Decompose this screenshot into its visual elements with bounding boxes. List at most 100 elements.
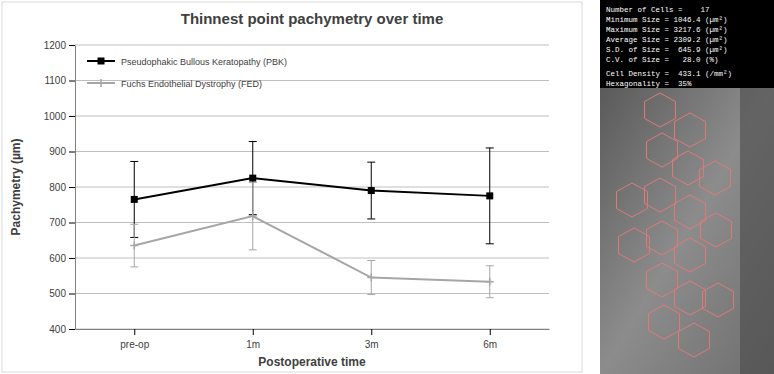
grid-line — [75, 329, 549, 330]
series — [130, 182, 494, 297]
y-tick: 1100 — [44, 75, 75, 86]
panel-text: Average Size = 2309.2 (µm²) — [606, 36, 728, 44]
marker — [249, 175, 256, 182]
x-tick: 3m — [365, 329, 379, 350]
cell-outline — [619, 228, 650, 262]
y-tick-mark — [69, 152, 75, 153]
panel-text: Maximum Size = 3217.6 (µm²) — [606, 26, 728, 34]
marker — [130, 242, 138, 250]
y-tick: 900 — [49, 146, 75, 157]
y-tick-label: 500 — [49, 288, 66, 299]
y-tick-label: 700 — [49, 217, 66, 228]
cell-outline — [701, 213, 732, 247]
x-tick: 6m — [483, 329, 497, 350]
error-bar — [367, 260, 375, 294]
cell-outline — [645, 93, 676, 127]
y-tick: 600 — [49, 253, 75, 264]
cell-outline — [645, 178, 676, 212]
grid-line — [75, 187, 549, 188]
marker — [367, 274, 375, 282]
error-bar — [130, 224, 138, 267]
y-tick-label: 1000 — [44, 111, 67, 122]
cell-outline — [673, 151, 704, 185]
marker — [486, 192, 493, 199]
x-tick-label: 6m — [483, 339, 497, 350]
y-tick-mark — [69, 187, 75, 188]
x-axis: pre-op 1m 3m 6m — [76, 329, 550, 350]
y-tick: 1200 — [44, 40, 75, 51]
y-tick-label: 800 — [49, 182, 66, 193]
marker — [368, 187, 375, 194]
y-tick: 1000 — [44, 111, 75, 122]
legend-marker — [97, 79, 105, 87]
x-axis-title: Postoperative time — [258, 355, 366, 369]
chart-background — [2, 2, 582, 372]
legend-label: Fuchs Endothelial Dystrophy (FED) — [121, 79, 262, 89]
chart-title: Thinnest point pachymetry over time — [181, 10, 444, 27]
x-tick-mark — [371, 329, 372, 335]
panel-text: C.V. of Size = 28.0 (%) — [606, 56, 719, 64]
error-bar — [367, 162, 375, 219]
y-tick-label: 900 — [49, 146, 66, 157]
x-tick: 1m — [246, 329, 260, 350]
image-dark-edge — [740, 88, 774, 374]
y-axis: 400 500 600 700 800 900 1000 1100 1200 — [44, 40, 76, 335]
cell-outline — [649, 305, 680, 339]
series-line — [134, 216, 490, 282]
x-axis-line — [76, 329, 550, 330]
y-tick-label: 600 — [49, 253, 66, 264]
cell-outline — [647, 221, 678, 255]
y-axis-line — [75, 46, 76, 330]
panel-header — [600, 0, 774, 88]
x-tick: pre-op — [120, 329, 149, 350]
x-tick-label: 3m — [365, 339, 379, 350]
series — [130, 142, 494, 244]
legend-label: Pseudophakic Bullous Keratopathy (PBK) — [121, 57, 287, 67]
specular-panel: Number of Cells = 17 Minimum Size = 1046.… — [600, 0, 774, 374]
x-tick-mark — [490, 329, 491, 335]
panel-text: S.D. of Size = 645.9 (µm²) — [606, 46, 728, 54]
x-tick-label: pre-op — [120, 339, 149, 350]
y-tick: 500 — [49, 288, 75, 299]
y-tick-label: 1100 — [44, 75, 66, 86]
y-tick-mark — [69, 329, 75, 330]
grid-line — [75, 116, 549, 117]
y-tick: 800 — [49, 182, 75, 193]
y-tick-mark — [69, 294, 75, 295]
panel-text: Minimum Size = 1046.4 (µm²) — [606, 16, 728, 24]
plot: 400 500 600 700 800 900 1000 1100 1200 pre-op 1m 3m… — [44, 40, 550, 350]
marker — [486, 278, 494, 286]
grid-line — [75, 222, 549, 223]
y-tick-label: 400 — [49, 324, 66, 335]
cell-outline — [679, 323, 710, 357]
panel-text: Hexagonality = 35% — [606, 80, 692, 88]
y-tick-mark — [69, 81, 75, 82]
error-bar — [486, 266, 494, 298]
panel-text: Number of Cells = 17 — [606, 6, 710, 14]
grid-line — [75, 45, 549, 46]
grid-line — [75, 293, 549, 294]
y-axis-title: Pachymetry (µm) — [9, 139, 23, 236]
x-tick-mark — [134, 329, 135, 335]
y-tick-mark — [69, 116, 75, 117]
y-tick: 400 — [49, 324, 75, 335]
y-tick-label: 1200 — [44, 40, 67, 51]
marks — [130, 142, 494, 298]
cell-outline — [647, 263, 678, 297]
error-bar — [249, 182, 257, 249]
cell-outline — [675, 281, 706, 315]
cell-outline — [617, 183, 648, 217]
x-tick-mark — [253, 329, 254, 335]
cell-outline — [703, 283, 734, 317]
cell-outline — [700, 161, 731, 195]
cell-outline — [675, 238, 706, 272]
panel-text: Cell Density = 433.1 (/mm²) — [606, 70, 732, 78]
legend-marker — [98, 58, 105, 65]
grid-line — [75, 258, 549, 259]
cell-outline — [675, 113, 706, 147]
series-line — [134, 178, 490, 199]
error-bar — [486, 148, 494, 244]
y-tick: 700 — [49, 217, 75, 228]
x-tick-label: 1m — [246, 339, 260, 350]
legend: Pseudophakic Bullous Keratopathy (PBK) Fu… — [87, 57, 287, 89]
